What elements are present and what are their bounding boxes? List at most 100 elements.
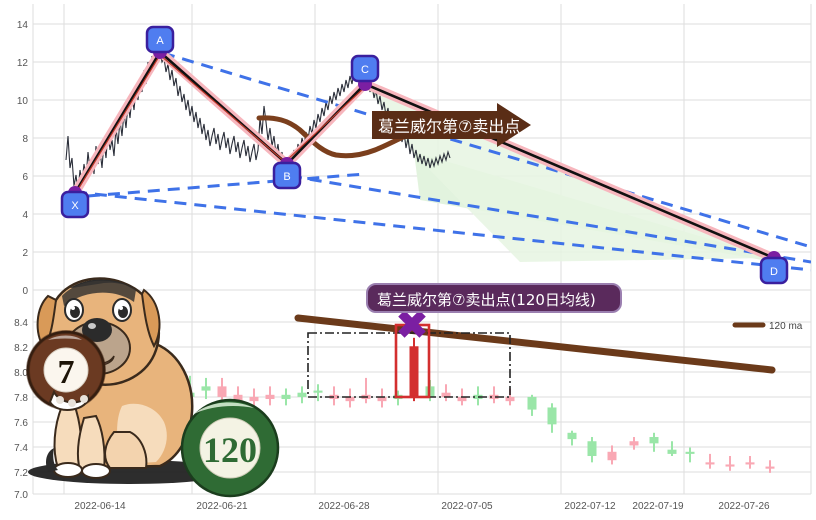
candle-body xyxy=(667,449,677,454)
xtick-6: 2022-07-26 xyxy=(718,501,770,512)
pivot-A[interactable]: A xyxy=(145,25,175,59)
dog-hind-leg xyxy=(104,431,148,469)
upper-y-axis-labels: 14 12 10 8 6 4 2 0 xyxy=(17,20,29,297)
xtick-0: 2022-06-14 xyxy=(74,501,126,512)
ytick-upper-5: 4 xyxy=(22,210,28,221)
ytick-upper-7: 0 xyxy=(22,286,28,297)
candle-body xyxy=(409,346,419,397)
pivot-markers: X A B C D xyxy=(60,25,789,285)
pivot-box-c xyxy=(350,54,380,83)
pivot-label-b: B xyxy=(283,171,290,183)
ytick-upper-1: 12 xyxy=(17,58,29,69)
dog-head-shade xyxy=(62,280,136,306)
pivot-B[interactable]: B xyxy=(272,157,302,190)
pivot-box-b xyxy=(272,161,302,190)
sell-signal-callout-text: 葛兰威尔第⑦卖出点(120日均线) xyxy=(377,291,596,309)
pivot-label-a: A xyxy=(156,35,164,47)
candle-body xyxy=(201,386,211,391)
pivot-label-d: D xyxy=(770,266,778,278)
billiard-ball-120: 120 xyxy=(180,398,280,498)
candle-body xyxy=(281,394,291,400)
candle-body xyxy=(217,386,227,397)
pivot-box-d xyxy=(759,256,789,285)
pivot-C[interactable]: C xyxy=(350,54,380,91)
xtick-4: 2022-07-12 xyxy=(564,501,616,512)
candle-body xyxy=(505,396,515,402)
ytick-lower-6: 8.2 xyxy=(14,343,28,354)
billiard-ball-7: 7 xyxy=(26,330,106,410)
ytick-lower-2: 7.4 xyxy=(14,443,28,454)
ytick-upper-2: 10 xyxy=(17,96,29,107)
candle-body xyxy=(441,392,451,397)
candle-body xyxy=(547,407,557,425)
x-axis-labels: 2022-06-14 2022-06-21 2022-06-28 2022-07… xyxy=(74,501,770,512)
dog-ear-right xyxy=(140,288,161,349)
dog-marking-left xyxy=(46,448,58,472)
paw-pad-2 xyxy=(68,399,76,407)
candle-body xyxy=(313,390,323,393)
pivot-box-x xyxy=(60,190,90,219)
ytick-lower-5: 8.0 xyxy=(14,368,28,379)
dog-eye-highlight-left xyxy=(71,306,75,310)
candle-body xyxy=(587,441,597,457)
dashed-upper-resistance xyxy=(162,51,811,249)
candle-body xyxy=(725,464,735,467)
trend-channel-dashed xyxy=(74,51,811,272)
legend-label-120ma: 120 ma xyxy=(769,321,803,332)
pivot-box-a xyxy=(145,25,175,54)
ytick-upper-3: 8 xyxy=(22,134,28,145)
candle-body xyxy=(685,451,695,454)
candle-body xyxy=(705,462,715,465)
sell-signal-arrow[interactable]: 葛兰威尔第⑦卖出点 xyxy=(372,103,531,147)
pivot-D[interactable]: D xyxy=(759,251,789,285)
pivot-label-c: C xyxy=(361,64,369,76)
ytick-lower-7: 8.4 xyxy=(14,318,28,329)
dashed-mid-line-2 xyxy=(289,174,811,264)
xtick-3: 2022-07-05 xyxy=(441,501,493,512)
dashed-lower-support xyxy=(74,190,811,272)
ball-120-number: 120 xyxy=(203,430,257,470)
xtick-1: 2022-06-21 xyxy=(196,501,248,512)
dog-eye-highlight-right xyxy=(119,306,123,310)
ball-7-number: 7 xyxy=(58,354,75,391)
selection-box[interactable] xyxy=(307,332,511,398)
pivot-label-x: X xyxy=(71,200,79,212)
candle-body xyxy=(527,396,537,410)
candle-body xyxy=(249,396,259,402)
candle-body xyxy=(567,432,577,440)
sell-signal-callout[interactable]: 葛兰威尔第⑦卖出点(120日均线) xyxy=(366,283,622,313)
candle-body xyxy=(629,441,639,446)
candle-body xyxy=(297,392,307,397)
dog-nose-highlight xyxy=(88,323,96,329)
candle-body xyxy=(765,466,775,469)
paw-pad-3 xyxy=(80,395,88,403)
candle-body xyxy=(649,437,659,444)
callout-box xyxy=(366,283,622,313)
candle-body xyxy=(457,396,467,402)
xtick-2: 2022-06-28 xyxy=(318,501,370,512)
paw-pad-1 xyxy=(56,396,64,404)
candle-body xyxy=(345,396,355,402)
arrow-shape xyxy=(372,103,531,147)
ytick-upper-6: 2 xyxy=(22,248,28,259)
ytick-lower-4: 7.8 xyxy=(14,393,28,404)
candle-body xyxy=(233,394,243,402)
ytick-lower-1: 7.2 xyxy=(14,468,28,479)
sell-signal-arrow-text: 葛兰威尔第⑦卖出点 xyxy=(378,117,520,136)
candle-body xyxy=(489,394,499,400)
pivot-X[interactable]: X xyxy=(60,186,90,219)
candle-body xyxy=(745,462,755,465)
candle-body xyxy=(265,394,275,400)
candle-body xyxy=(377,396,387,402)
signal-cross-marker xyxy=(398,310,426,338)
xabcd-inner-red-lines xyxy=(76,54,366,192)
dog-paw-left xyxy=(53,462,83,478)
candle-body xyxy=(607,451,617,461)
dog-paw-right xyxy=(81,463,111,479)
xtick-5: 2022-07-19 xyxy=(632,501,684,512)
dashed-mid-line xyxy=(87,172,366,198)
legend-120ma[interactable]: 120 ma xyxy=(732,321,803,332)
lower-y-axis-labels: 8.4 8.2 8.0 7.8 7.6 7.4 7.2 7.0 xyxy=(14,318,28,501)
